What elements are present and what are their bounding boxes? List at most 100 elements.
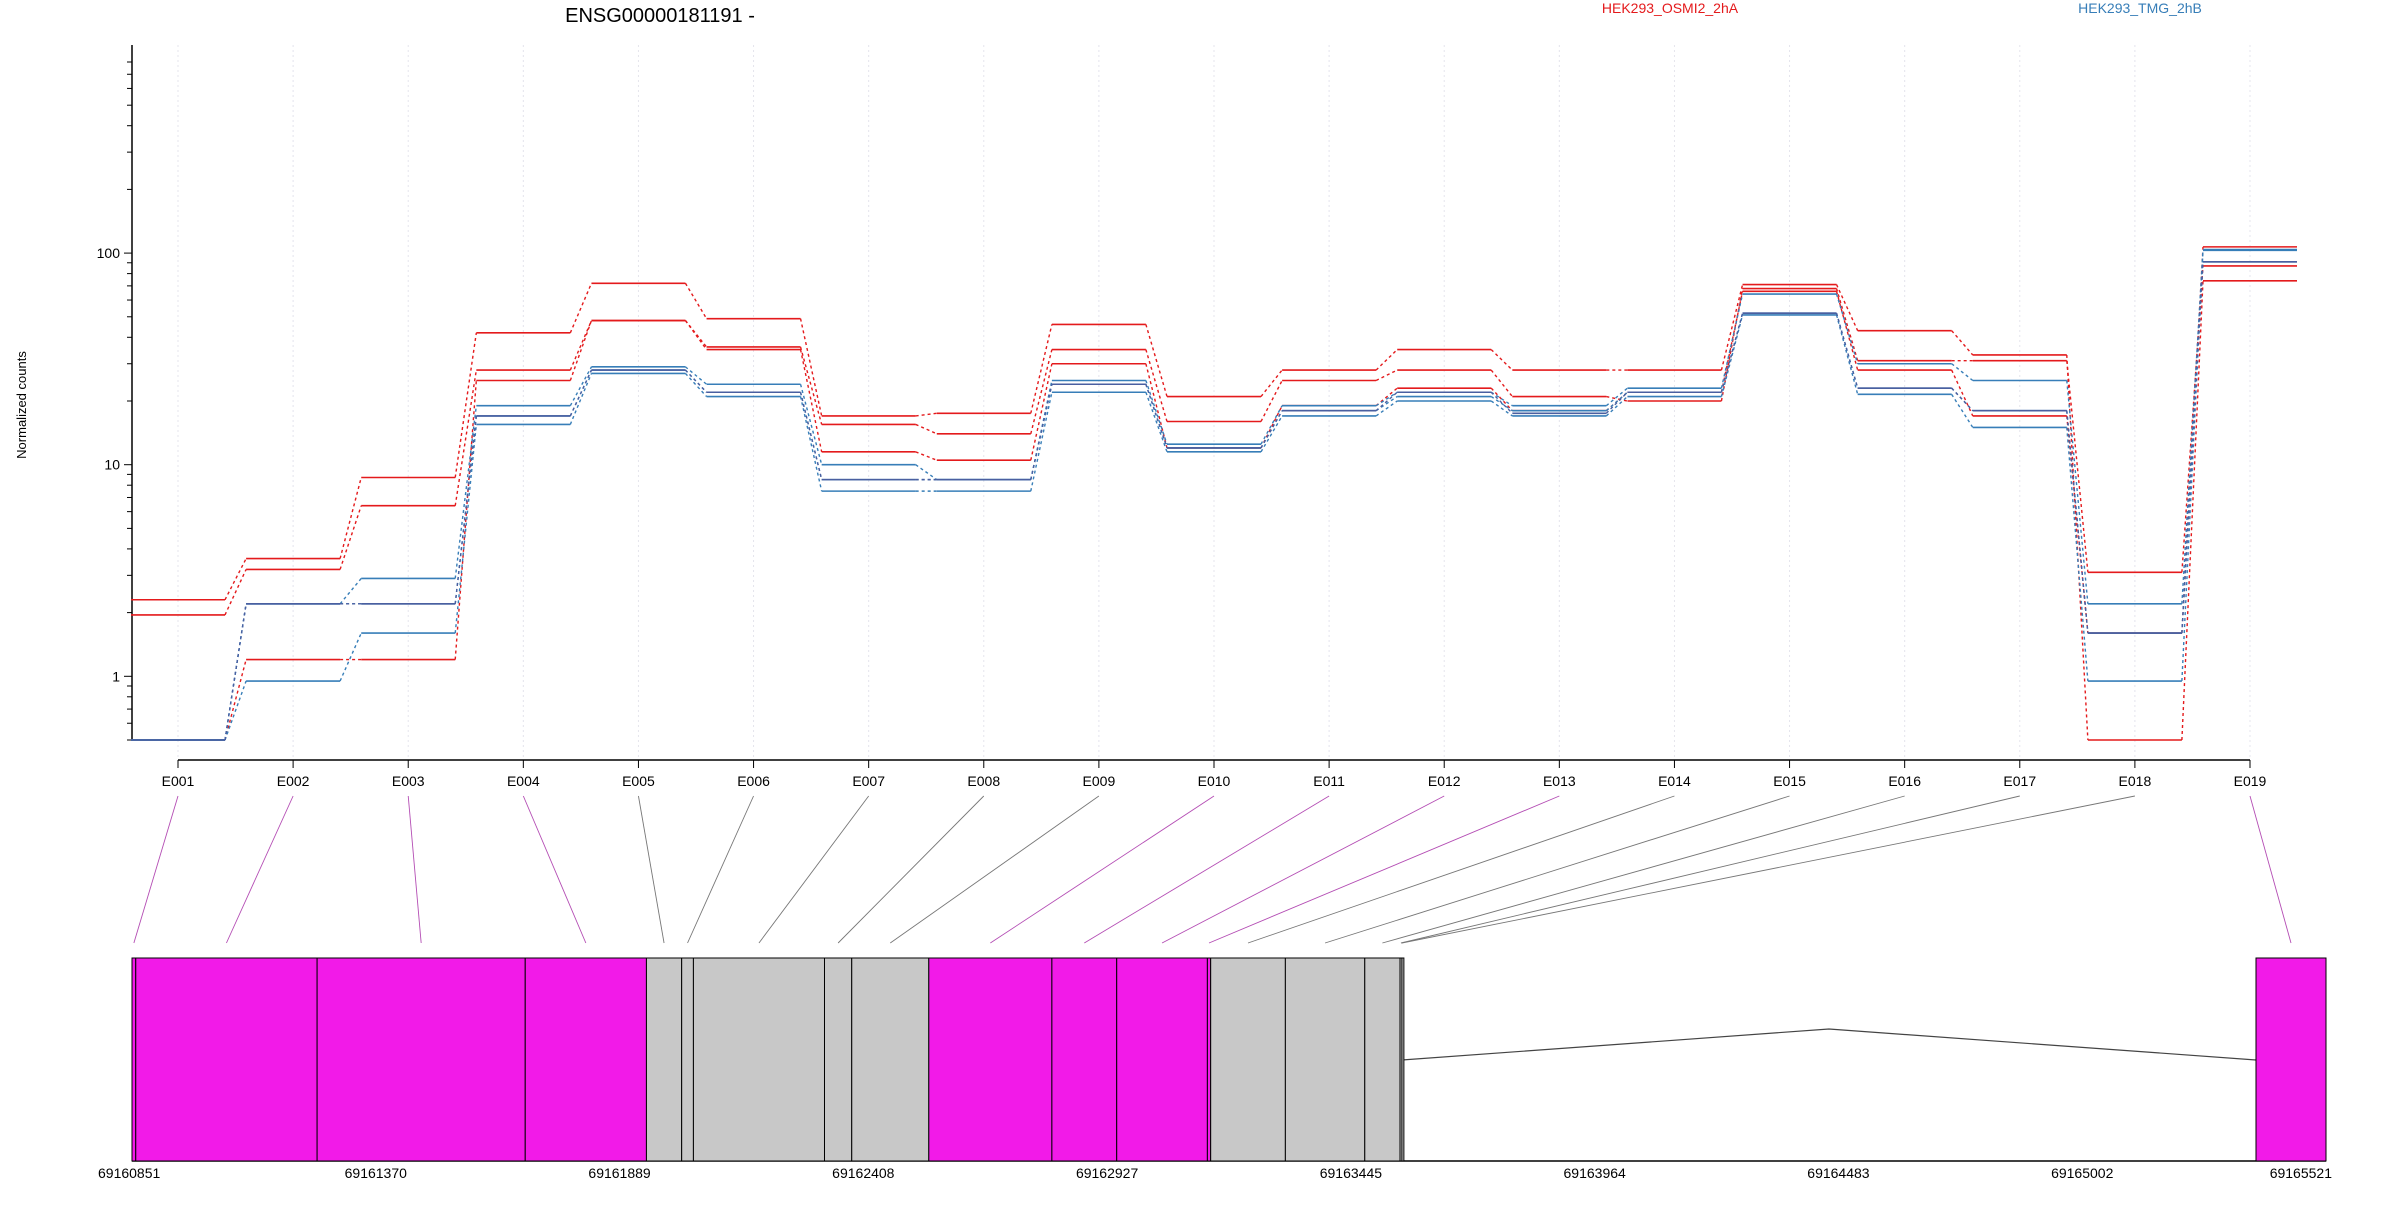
gene-model: 69160851 69161370 69161889 69162408 69162927…	[98, 957, 2333, 1181]
coordinate-tick-label: 69165521	[2270, 1165, 2333, 1181]
series-connector	[1030, 324, 1053, 414]
series-connector	[684, 320, 708, 348]
series-connector	[2066, 360, 2089, 573]
series-connector	[1951, 330, 1974, 356]
coordinate-tick-label: 69161370	[345, 1165, 408, 1181]
exon-link-E005	[638, 795, 665, 944]
series-connector	[1835, 284, 1859, 331]
series-connector	[799, 396, 823, 492]
coordinate-tick-label: 69163964	[1564, 1165, 1627, 1181]
series-connector	[2066, 427, 2089, 682]
exon-box-E003	[316, 957, 526, 1162]
series-connector	[2181, 261, 2204, 634]
series-connector	[1605, 391, 1628, 412]
series-connector	[2066, 410, 2089, 634]
coordinate-tick-label: 69160851	[98, 1165, 161, 1181]
coordinate-tick-label: 69163445	[1320, 1165, 1383, 1181]
exon-link-E012	[1161, 795, 1445, 944]
series-connector	[1605, 387, 1628, 407]
series-connector	[2181, 265, 2204, 573]
series-connector	[684, 372, 708, 397]
exon-link-E011	[1084, 795, 1330, 944]
series-connector	[799, 346, 823, 425]
exon-link-E018	[1401, 795, 2135, 944]
series-connector	[1835, 314, 1859, 395]
series-connector	[1720, 293, 1744, 389]
series-connector	[1375, 391, 1398, 407]
exon-link-E002	[226, 795, 294, 944]
series-connector	[224, 569, 247, 616]
series-connector	[915, 412, 937, 417]
exon-link-E014	[1247, 795, 1675, 944]
x-tick-label: E001	[162, 773, 195, 789]
exon-box-E019	[2255, 957, 2327, 1162]
series-connector	[1835, 293, 1859, 364]
series-connector	[1260, 380, 1283, 422]
series-connector	[454, 369, 478, 506]
series-connector	[1951, 369, 1974, 417]
coordinate-tick-label: 69161889	[588, 1165, 651, 1181]
series-1	[131, 279, 2297, 741]
exon-link-E016	[1382, 795, 1905, 944]
series-connector	[1145, 384, 1168, 449]
series-connector	[569, 320, 593, 381]
x-tick-label: E016	[1888, 773, 1921, 789]
series-connector	[1030, 349, 1053, 434]
coordinate-tick-label: 69164483	[1807, 1165, 1870, 1181]
series-connector	[1490, 349, 1513, 371]
series-connector	[684, 366, 708, 385]
exon-link-E001	[133, 795, 179, 944]
exon-link-E017	[1400, 795, 2020, 944]
series-connector	[224, 659, 247, 741]
series-connector	[1145, 363, 1168, 449]
x-tick-label: E015	[1773, 773, 1806, 789]
series-connector	[569, 283, 593, 334]
series-connector	[1145, 384, 1168, 449]
exon-box-E014	[1210, 957, 1286, 1162]
series-connector	[1720, 314, 1744, 397]
series-connector	[1720, 291, 1744, 393]
series-connector	[454, 380, 478, 660]
series-connector	[2066, 380, 2089, 604]
series-connector	[1835, 313, 1859, 389]
series-connector	[569, 369, 593, 417]
legend-label-tmg: HEK293_TMG_2hB	[2078, 0, 2202, 16]
series-lines	[131, 246, 2297, 741]
series-connector	[799, 384, 823, 465]
legend-label-osmi: HEK293_OSMI2_2hA	[1602, 0, 1739, 16]
series-connector	[1951, 387, 1974, 412]
series-connector	[1145, 324, 1168, 397]
y-axis-label: Normalized counts	[14, 351, 29, 459]
x-tick-label: E017	[2003, 773, 2036, 789]
series-7	[131, 260, 2297, 741]
series-connector	[799, 392, 823, 480]
series-connector	[1951, 363, 1974, 382]
exon-link-E015	[1324, 795, 1790, 944]
series-connector	[1260, 369, 1283, 397]
series-connector	[1030, 384, 1053, 480]
series-connector	[339, 477, 362, 559]
series-connector	[339, 505, 362, 570]
exon-box-E005	[645, 957, 683, 1162]
exon-box-E008	[823, 957, 853, 1162]
series-connector	[684, 369, 708, 393]
exon-link-E009	[890, 795, 1100, 944]
series-connector	[1030, 363, 1053, 461]
intron-line	[1401, 1028, 2257, 1061]
series-connector	[339, 578, 362, 605]
series-connector	[684, 320, 708, 350]
x-tick-label: E019	[2234, 773, 2267, 789]
series-connector	[454, 332, 478, 478]
exon-box-E012	[1116, 957, 1208, 1162]
exon-box-E016	[1364, 957, 1401, 1162]
series-connector	[1720, 284, 1744, 371]
exon-box-E011	[1051, 957, 1118, 1162]
x-tick-label: E007	[852, 773, 885, 789]
x-tick-label: E002	[277, 773, 310, 789]
exon-link-E007	[758, 795, 870, 944]
series-connector	[684, 282, 708, 320]
series-connector	[1260, 405, 1283, 445]
series-connector	[2181, 280, 2204, 741]
x-tick-label: E006	[737, 773, 770, 789]
series-connector	[915, 423, 938, 435]
